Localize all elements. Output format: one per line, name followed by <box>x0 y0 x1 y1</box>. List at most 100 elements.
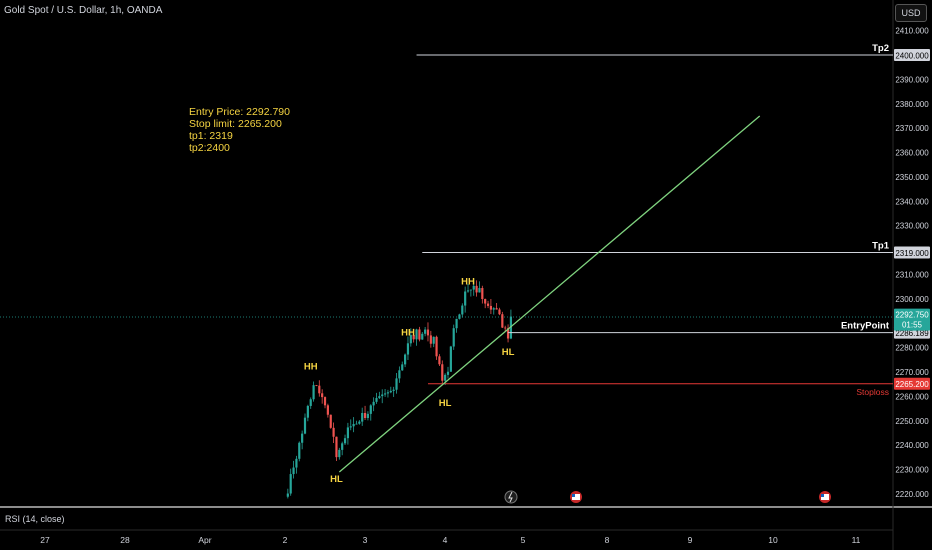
flag-icon <box>821 494 829 500</box>
time-tick-label: Apr <box>198 535 211 545</box>
candle-body <box>343 438 347 444</box>
candle-body <box>452 328 455 347</box>
candle-body <box>446 371 450 375</box>
level-name-stoploss: Stoploss <box>856 387 889 397</box>
candle-body <box>389 390 392 393</box>
candle-body <box>338 449 341 458</box>
price-tick-label: 2350.000 <box>895 173 929 182</box>
dividend-icon <box>504 490 518 504</box>
candle-body <box>352 424 355 427</box>
candle-body <box>409 335 412 344</box>
candle-body <box>321 393 324 398</box>
candle-body <box>455 318 458 329</box>
time-tick-label: 28 <box>120 535 130 545</box>
price-tick-label: 2220.000 <box>895 490 929 499</box>
candle-body <box>301 433 304 443</box>
tp2-note: tp2:2400 <box>189 142 230 154</box>
time-tick-label: 9 <box>688 535 693 545</box>
price-tick-label: 2260.000 <box>895 392 929 401</box>
candle-body <box>398 370 401 379</box>
candle-body <box>395 378 398 390</box>
candle-body <box>346 427 349 439</box>
candle-body <box>372 401 375 406</box>
candle-body <box>323 397 327 406</box>
price-levels: Tp2 Tp1 EntryPoint Stoploss <box>416 43 893 397</box>
time-tick-label: 27 <box>40 535 50 545</box>
price-tick-label: 2240.000 <box>895 441 929 450</box>
level-name-tp2: Tp2 <box>872 43 889 54</box>
annotation-hl: HL <box>502 347 515 358</box>
candle-body <box>363 412 367 419</box>
candle-body <box>329 414 332 428</box>
candle-body <box>361 412 364 422</box>
candle-body <box>449 346 452 372</box>
candle-body <box>441 364 444 381</box>
level-price-tag-bg <box>894 246 930 259</box>
candle-body <box>289 474 292 494</box>
candles <box>286 278 513 499</box>
price-tick-label: 2380.000 <box>895 100 929 109</box>
price-tick-label: 2310.000 <box>895 271 929 280</box>
candle-body <box>406 343 410 355</box>
candle-body <box>366 413 370 419</box>
time-axis: 27 28 Apr 2 3 4 5 8 9 10 11 <box>40 535 860 545</box>
price-tick-label: 2230.000 <box>895 466 929 475</box>
flag-icon <box>572 494 580 500</box>
candle-body <box>429 335 432 344</box>
candle-body <box>306 405 309 418</box>
level-price-tag-bg <box>894 377 930 390</box>
candle-body <box>381 394 384 397</box>
candle-body <box>386 392 390 394</box>
candle-body <box>401 364 404 371</box>
candle-body <box>332 427 335 437</box>
time-tick-label: 4 <box>443 535 448 545</box>
candle-body <box>421 333 424 340</box>
candle-body <box>358 421 361 424</box>
price-tick-label: 2360.000 <box>895 149 929 158</box>
candle-body <box>392 389 395 391</box>
candle-body <box>472 285 475 290</box>
candle-body <box>464 291 467 306</box>
rsi-indicator-label[interactable]: RSI (14, close) <box>5 514 65 524</box>
candle-body <box>335 436 338 458</box>
annotation-hh: HH <box>401 327 415 338</box>
price-tick-label: 2340.000 <box>895 197 929 206</box>
candle-body <box>369 405 372 414</box>
price-tick-label: 2300.000 <box>895 295 929 304</box>
time-tick-label: 3 <box>363 535 368 545</box>
time-tick-label: 11 <box>852 535 861 545</box>
price-tick-label: 2280.000 <box>895 344 929 353</box>
annotation-hh: HH <box>304 362 318 373</box>
candle-body <box>486 303 490 306</box>
currency-button[interactable]: USD <box>895 4 927 22</box>
candle-body <box>349 426 352 428</box>
candle-body <box>466 290 470 292</box>
trendline <box>338 115 761 473</box>
candle-body <box>292 467 295 475</box>
candle-body <box>478 288 481 293</box>
candle-body <box>469 289 472 291</box>
level-price-tag-bg <box>894 49 930 61</box>
candle-body <box>418 329 421 340</box>
candle-body <box>432 336 435 344</box>
candle-body <box>355 423 358 425</box>
candle-body <box>315 385 318 386</box>
trendline-group <box>338 115 761 473</box>
candle-body <box>424 329 427 334</box>
candle-body <box>404 354 407 365</box>
annotation-hl: HL <box>330 474 343 485</box>
candle-body <box>438 356 441 365</box>
candle-body <box>426 329 430 336</box>
candle-body <box>286 493 289 497</box>
candle-body <box>415 329 418 340</box>
flag-canton-icon <box>572 494 575 497</box>
price-tick-label: 2330.000 <box>895 222 929 231</box>
candle-body <box>375 398 378 402</box>
candle-body <box>412 335 415 340</box>
price-tick-label: 2270.000 <box>895 368 929 377</box>
candle-body <box>303 417 307 434</box>
entry-price-note: Entry Price: 2292.790 <box>189 106 290 118</box>
price-tick-label: 2370.000 <box>895 124 929 133</box>
candle-body <box>298 442 301 459</box>
